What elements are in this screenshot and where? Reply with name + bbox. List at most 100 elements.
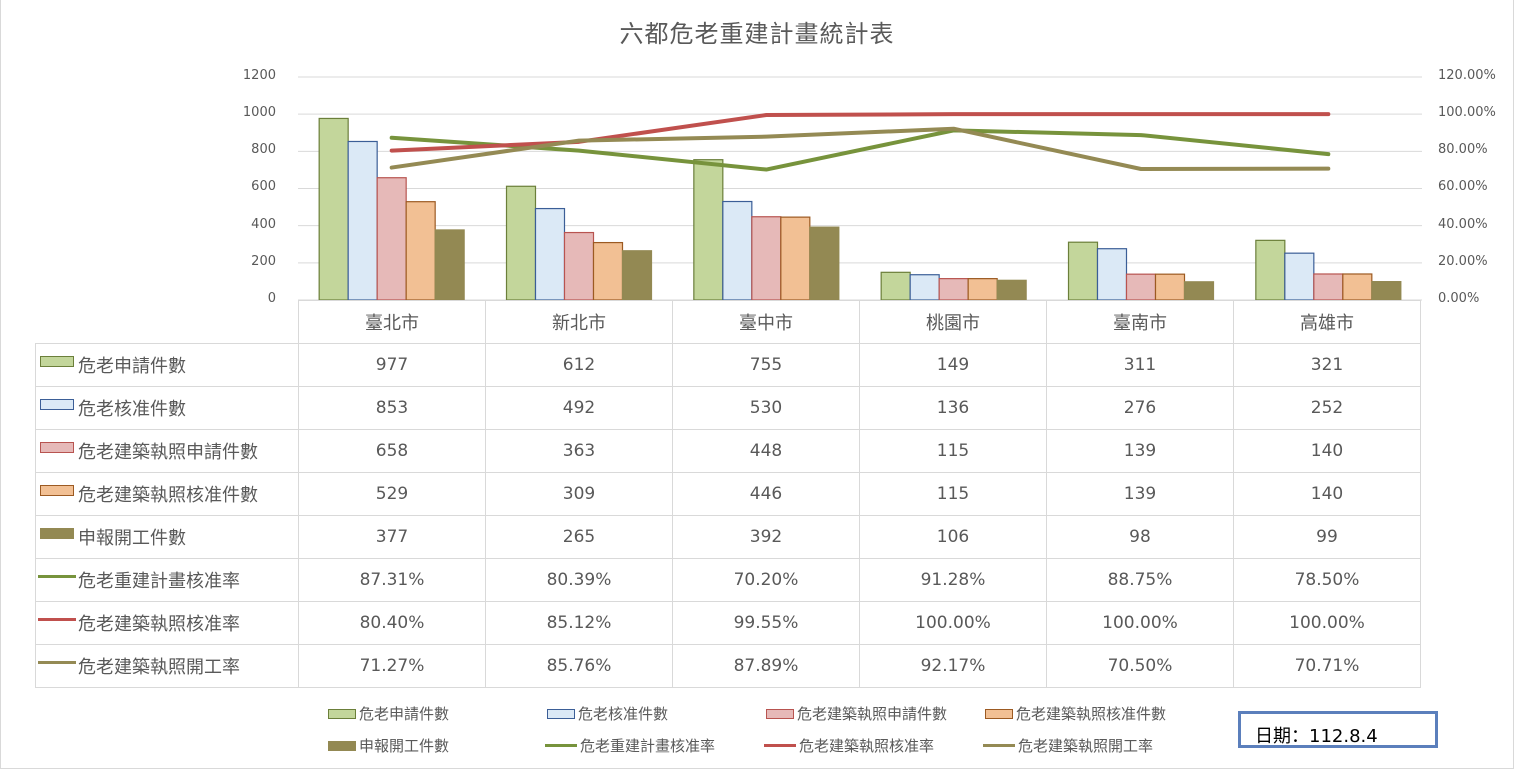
table-cell: 309 [485, 472, 673, 516]
bar-legend-key-icon [766, 708, 794, 719]
table-row: 危老建築執照開工率 71.27% 85.76% 87.89% 92.17% 70… [35, 644, 1421, 688]
table-row: 危老建築執照核准率 80.40% 85.12% 99.55% 100.00% 1… [35, 601, 1421, 645]
left-axis-tick: 200 [251, 254, 276, 269]
table-corner [35, 300, 299, 344]
table-cell: 70.50% [1046, 644, 1234, 688]
line-legend-key-icon [38, 617, 76, 621]
table-cell: 100.00% [1233, 601, 1421, 645]
bar [996, 279, 1027, 301]
table-cell: 85.76% [485, 644, 673, 688]
table-cell: 71.27% [298, 644, 486, 688]
bar [1125, 273, 1157, 301]
bar [347, 140, 378, 301]
bar [780, 216, 811, 301]
table-cell: 139 [1046, 472, 1234, 516]
category-header: 臺南市 [1046, 300, 1234, 344]
bar [318, 117, 349, 301]
bar [1371, 281, 1402, 301]
table-cell: 115 [859, 429, 1047, 473]
table-cell: 80.39% [485, 558, 673, 602]
date-annotation: 日期：112.8.4 [1238, 711, 1438, 748]
table-cell: 115 [859, 472, 1047, 516]
table-cell: 139 [1046, 429, 1234, 473]
row-label: 危老建築執照核准率 [78, 614, 240, 635]
row-label: 危老建築執照核准件數 [78, 485, 258, 506]
table-cell: 70.20% [672, 558, 860, 602]
legend-label: 危老建築執照核准率 [799, 737, 935, 755]
table-cell: 363 [485, 429, 673, 473]
table-cell: 88.75% [1046, 558, 1234, 602]
bar [722, 200, 753, 301]
bar [880, 271, 911, 301]
table-cell: 276 [1046, 386, 1234, 430]
table-cell: 755 [672, 343, 860, 387]
table-row: 申報開工件數 377 265 392 106 98 99 [35, 515, 1421, 559]
table-cell: 311 [1046, 343, 1234, 387]
table-cell: 658 [298, 429, 486, 473]
bar [1255, 239, 1286, 301]
bar [621, 250, 653, 301]
line-legend-key-icon [38, 660, 76, 664]
table-cell: 446 [672, 472, 860, 516]
category-header: 桃園市 [859, 300, 1047, 344]
plot-area [298, 76, 1422, 301]
table-cell: 977 [298, 343, 486, 387]
row-label: 危老重建計畫核准率 [78, 571, 240, 592]
table-cell: 530 [672, 386, 860, 430]
rate-line [389, 126, 1331, 171]
bar [376, 177, 407, 301]
right-axis-tick: 120.00% [1438, 68, 1496, 83]
right-axis-tick: 80.00% [1438, 142, 1488, 157]
table-cell: 492 [485, 386, 673, 430]
legend-item: 危老建築執照核准率 [762, 735, 934, 756]
table-cell: 91.28% [859, 558, 1047, 602]
left-axis-tick: 1200 [242, 68, 276, 83]
table-cell: 149 [859, 343, 1047, 387]
table-cell: 70.71% [1233, 644, 1421, 688]
bar [1284, 252, 1315, 301]
row-label: 危老建築執照開工率 [78, 657, 240, 678]
category-header: 高雄市 [1233, 300, 1421, 344]
legend-item: 危老建築執照核准件數 [981, 703, 1166, 724]
bar [1183, 281, 1215, 301]
bar-legend-key-icon [40, 398, 74, 410]
table-cell: 140 [1233, 429, 1421, 473]
table-cell: 321 [1233, 343, 1421, 387]
table-row: 危老核准件數 853 492 530 136 276 252 [35, 386, 1421, 430]
legend-item: 危老重建計畫核准率 [543, 735, 715, 756]
bar-legend-key-icon [328, 740, 356, 751]
bar [534, 207, 566, 301]
right-axis-tick: 60.00% [1438, 179, 1488, 194]
table-cell: 99.55% [672, 601, 860, 645]
legend-item: 危老建築執照開工率 [981, 735, 1153, 756]
legend-item: 申報開工件數 [324, 735, 449, 756]
category-header: 新北市 [485, 300, 673, 344]
right-axis-tick: 0.00% [1438, 291, 1480, 306]
left-axis-tick: 800 [251, 142, 276, 157]
legend-label: 危老建築執照申請件數 [797, 705, 948, 723]
bar [693, 159, 724, 301]
line-legend-key-icon [764, 744, 796, 747]
table-cell: 99 [1233, 515, 1421, 559]
bar [563, 231, 595, 301]
legend-label: 危老重建計畫核准率 [580, 737, 716, 755]
row-label: 危老建築執照申請件數 [78, 442, 258, 463]
table-row: 危老建築執照申請件數 658 363 448 115 139 140 [35, 429, 1421, 473]
legend-item: 危老核准件數 [543, 703, 668, 724]
table-cell: 85.12% [485, 601, 673, 645]
bar [1154, 273, 1186, 301]
bar [434, 229, 465, 301]
bar-legend-key-icon [328, 708, 356, 719]
chart-title: 六都危老重建計畫統計表 [619, 20, 895, 48]
table-cell: 136 [859, 386, 1047, 430]
table-cell: 612 [485, 343, 673, 387]
line-legend-key-icon [983, 744, 1015, 747]
table-cell: 853 [298, 386, 486, 430]
legend-item: 危老建築執照申請件數 [762, 703, 947, 724]
table-cell: 98 [1046, 515, 1234, 559]
bar [505, 185, 537, 301]
line-legend-key-icon [38, 574, 76, 578]
bar-legend-key-icon [985, 708, 1013, 719]
table-row: 危老申請件數 977 612 755 149 311 321 [35, 343, 1421, 387]
row-label: 危老申請件數 [78, 356, 186, 377]
